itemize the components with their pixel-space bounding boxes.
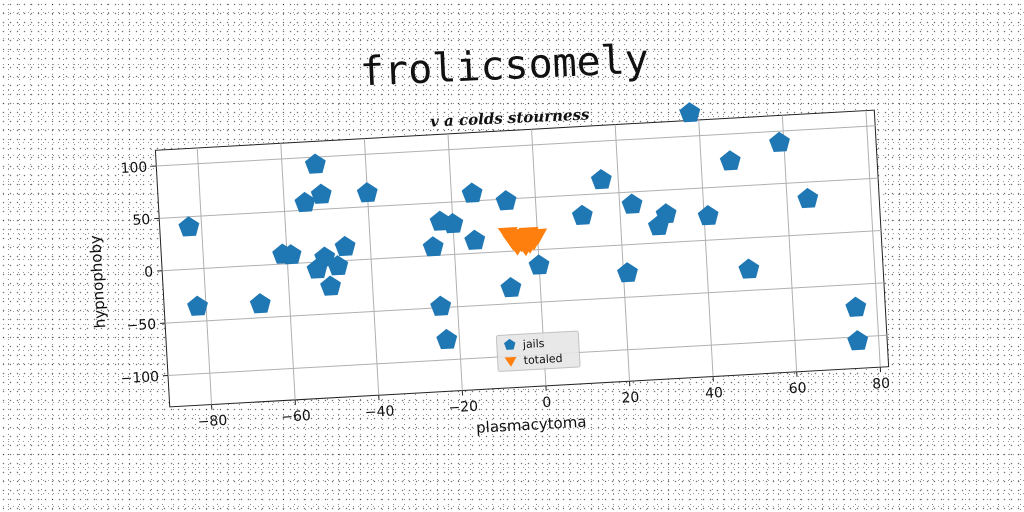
x-tick-label: 80 (872, 376, 891, 393)
x-gridline (865, 110, 881, 368)
x-gridline (280, 143, 296, 400)
y-gridline (156, 125, 876, 167)
data-point-jails (356, 182, 378, 203)
x-tick-label: 60 (788, 380, 807, 397)
data-point-jails (845, 296, 867, 317)
data-point-jails (697, 205, 719, 226)
data-point-jails (719, 150, 741, 171)
x-tick-label: 0 (542, 395, 552, 411)
chart-title: frolicsomely (359, 36, 650, 95)
data-point-jails (679, 102, 701, 123)
x-tick-label: 40 (705, 385, 724, 402)
x-tick-label: −20 (448, 399, 478, 417)
data-point-jails (797, 187, 819, 209)
data-point-jails (187, 295, 208, 316)
y-tick-label: 50 (132, 212, 151, 229)
data-point-jails (464, 229, 486, 250)
data-point-jails (738, 258, 760, 279)
data-point-jails (327, 255, 349, 276)
data-point-jails (310, 183, 332, 204)
y-tick-label: 0 (144, 264, 154, 280)
plot-frame (154, 109, 890, 408)
x-gridline (363, 138, 380, 396)
x-tick-label: −80 (197, 413, 227, 431)
plot-area: −80 −60 −40 −20 0 20 40 60 80 −100 −50 0 50 100 plas… (86, 102, 891, 437)
y-gridline (159, 177, 879, 219)
legend-marker-jails (504, 338, 516, 350)
x-tick-label: −60 (281, 408, 311, 426)
legend-marker-jails-shape (504, 338, 516, 350)
data-point-jails (178, 216, 200, 237)
data-point-jails (436, 328, 458, 350)
legend-marker-totaled (504, 356, 517, 367)
y-axis-label: hypnophoby (86, 235, 109, 329)
legend-box (495, 330, 581, 372)
data-point-jails (334, 235, 356, 257)
data-point-jails (655, 203, 677, 224)
legend: jails totaled (495, 330, 581, 372)
data-point-jails (528, 254, 550, 275)
legend-label-totaled: totaled (523, 352, 563, 367)
data-point-totaled (523, 231, 544, 249)
y-tick-label: 100 (120, 160, 148, 177)
data-point-jails (422, 236, 444, 257)
data-point-jails (590, 169, 612, 190)
x-gridline (781, 115, 798, 372)
data-point-jails (304, 153, 326, 174)
data-point-jails (500, 277, 522, 298)
data-point-jails (461, 182, 483, 203)
data-point-jails (442, 213, 464, 234)
legend-label-jails: jails (521, 337, 545, 351)
data-point-jails (847, 330, 869, 351)
data-point-jails (495, 190, 517, 211)
data-point-jails (294, 191, 316, 213)
data-point-jails (430, 295, 452, 316)
y-tick-label: −100 (120, 369, 159, 387)
data-point-jails (249, 293, 271, 314)
data-point-jails (320, 275, 341, 296)
x-gridline (196, 147, 213, 405)
data-point-jails (280, 244, 302, 265)
legend-marker-totaled-shape (504, 356, 517, 367)
x-gridline (447, 133, 463, 391)
y-ticks: −100 −50 0 50 100 (120, 160, 169, 387)
x-gridline (698, 119, 714, 377)
x-axis-label: plasmacytoma (476, 413, 587, 437)
data-point-jails (571, 204, 593, 225)
data-point-jails (617, 262, 638, 283)
y-gridline (165, 282, 884, 324)
x-tick-label: −40 (364, 403, 394, 421)
data-point-jails (769, 131, 790, 152)
data-point-totaled (510, 228, 531, 245)
x-gridline (614, 124, 630, 382)
y-tick-label: −50 (126, 317, 156, 335)
data-point-jails (621, 193, 643, 214)
x-ticks: −80 −60 −40 −20 0 20 40 60 80 (197, 367, 891, 431)
data-points (178, 102, 869, 351)
x-tick-label: 20 (621, 390, 640, 407)
